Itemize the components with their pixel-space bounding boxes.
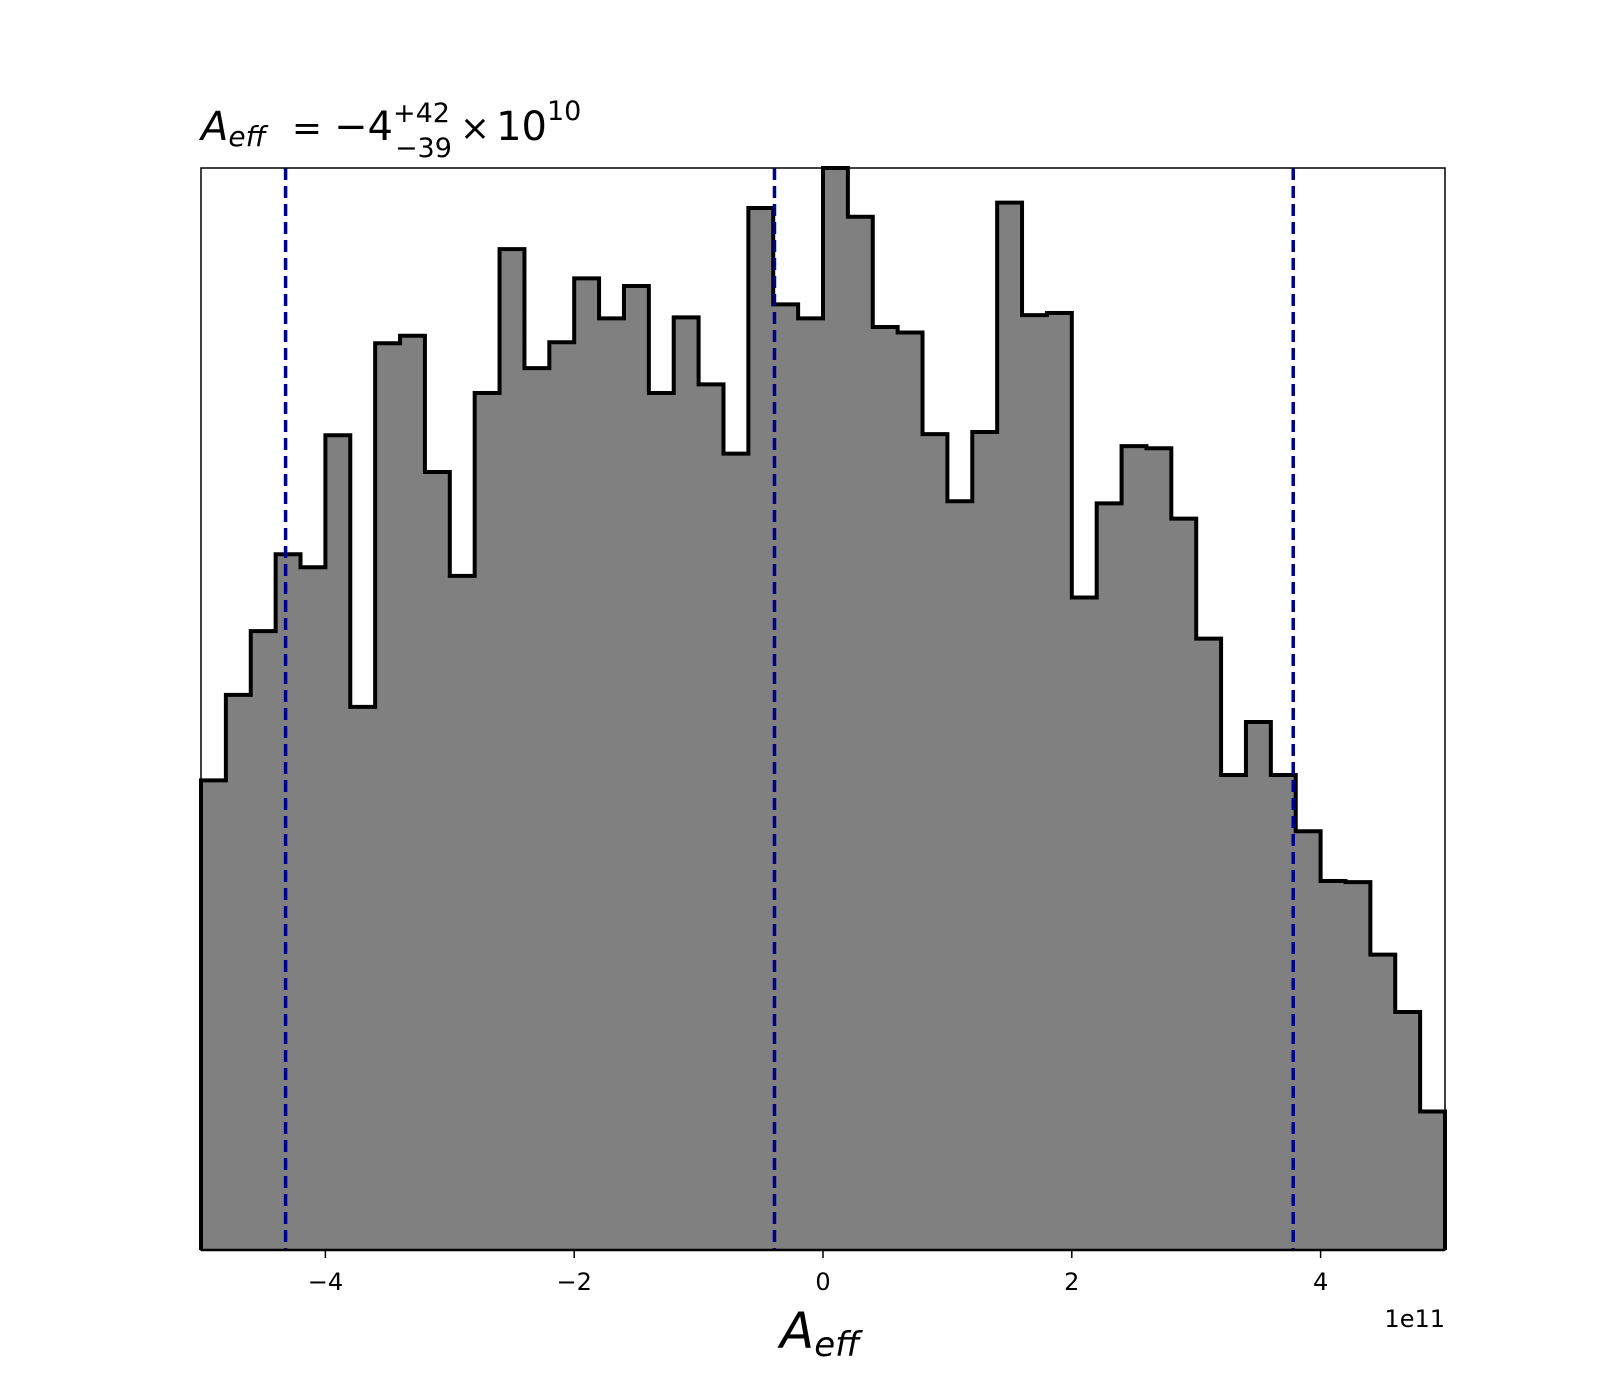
chart-title: Aeff = −4+42 −39 × 1010: [198, 96, 581, 164]
plot-area: [199, 166, 1447, 1252]
x-axis-label-subscript: eff: [814, 1325, 863, 1365]
histogram-bar: [1345, 882, 1371, 1250]
histogram-bar: [1146, 448, 1172, 1250]
histogram-bar: [1395, 1011, 1421, 1250]
x-tick-label: −4: [308, 1268, 343, 1296]
x-tick-label: −2: [557, 1268, 592, 1296]
histogram-bar: [424, 472, 451, 1250]
histogram-bar: [400, 335, 426, 1251]
histogram-bar: [350, 706, 376, 1250]
histogram-bar: [1171, 518, 1197, 1250]
histogram-bar: [823, 168, 849, 1250]
histogram-bar: [1046, 312, 1073, 1250]
histogram-bar: [623, 285, 650, 1250]
histogram-bar: [673, 317, 700, 1250]
histogram-bar: [648, 393, 675, 1250]
title-error-minus: −39: [395, 133, 452, 164]
histogram-bar: [300, 567, 326, 1250]
histogram-bar: [574, 278, 600, 1250]
histogram-bar: [997, 202, 1023, 1250]
histogram-bar: [698, 384, 725, 1250]
x-axis-ticks: −4 −2 0 2 4: [308, 1250, 1328, 1296]
histogram-bar: [250, 631, 277, 1250]
percentile-lines: [283, 168, 1295, 1250]
histogram-bar: [1320, 881, 1347, 1250]
histogram-bar: [1295, 831, 1322, 1250]
histogram-bar: [1420, 1111, 1446, 1250]
title-exponent: 10: [547, 96, 581, 127]
title-median: −4: [334, 104, 393, 150]
histogram-bar: [922, 434, 948, 1250]
title-symbol-subscript: eff: [228, 120, 268, 153]
histogram-bar: [897, 332, 924, 1250]
histogram-bar: [549, 342, 575, 1250]
histogram-bar: [325, 435, 351, 1250]
histogram-bar: [201, 780, 227, 1250]
x-axis-label: Aeff: [777, 1302, 863, 1365]
histogram-bar: [798, 318, 824, 1250]
histogram-bar: [748, 208, 774, 1251]
histogram-bar: [225, 694, 252, 1250]
histogram-bar: [1245, 721, 1272, 1250]
x-axis-offset: 1e11: [1384, 1305, 1445, 1333]
histogram-step-outline: [199, 166, 1447, 1250]
histogram-bar: [947, 501, 973, 1251]
histogram-bar: [847, 216, 874, 1251]
histogram-bar: [449, 575, 476, 1250]
histogram: [199, 166, 1447, 1251]
x-tick-label: 2: [1064, 1268, 1079, 1296]
title-equals: =: [292, 108, 322, 149]
histogram-bar: [375, 343, 401, 1250]
title-symbol: A: [198, 104, 228, 150]
title-times: ×: [460, 108, 490, 149]
histogram-bar: [599, 318, 625, 1250]
histogram-bar: [499, 249, 526, 1250]
x-tick-label: 0: [815, 1268, 830, 1296]
histogram-bar: [1022, 315, 1048, 1251]
histogram-bar: [1370, 954, 1396, 1250]
x-axis-label-symbol: A: [777, 1302, 814, 1360]
histogram-bar: [972, 432, 998, 1250]
histogram-bar: [1121, 446, 1148, 1251]
histogram-bar: [524, 368, 550, 1250]
histogram-bar: [474, 393, 501, 1250]
histogram-bar: [1196, 638, 1222, 1250]
title-error-plus: +42: [393, 98, 450, 129]
title-base: 10: [496, 104, 547, 150]
histogram-bar: [1221, 775, 1247, 1250]
histogram-bar: [773, 304, 799, 1250]
histogram-bar: [275, 554, 302, 1250]
histogram-bar: [1071, 597, 1098, 1250]
x-tick-label: 4: [1313, 1268, 1328, 1296]
histogram-bar: [872, 327, 899, 1251]
histogram-bar: [1096, 503, 1123, 1250]
histogram-bar: [723, 453, 749, 1250]
